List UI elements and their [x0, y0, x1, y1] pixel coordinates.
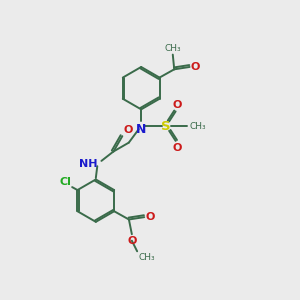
Text: NH: NH: [79, 159, 97, 169]
Text: Cl: Cl: [59, 176, 71, 187]
Text: S: S: [161, 120, 171, 133]
Text: O: O: [127, 236, 136, 246]
Text: O: O: [191, 62, 200, 72]
Text: O: O: [172, 100, 182, 110]
Text: O: O: [146, 212, 155, 222]
Text: CH₃: CH₃: [190, 122, 206, 130]
Text: O: O: [124, 125, 133, 135]
Text: N: N: [136, 123, 146, 136]
Text: CH₃: CH₃: [164, 44, 181, 53]
Text: CH₃: CH₃: [138, 253, 155, 262]
Text: O: O: [172, 142, 182, 153]
